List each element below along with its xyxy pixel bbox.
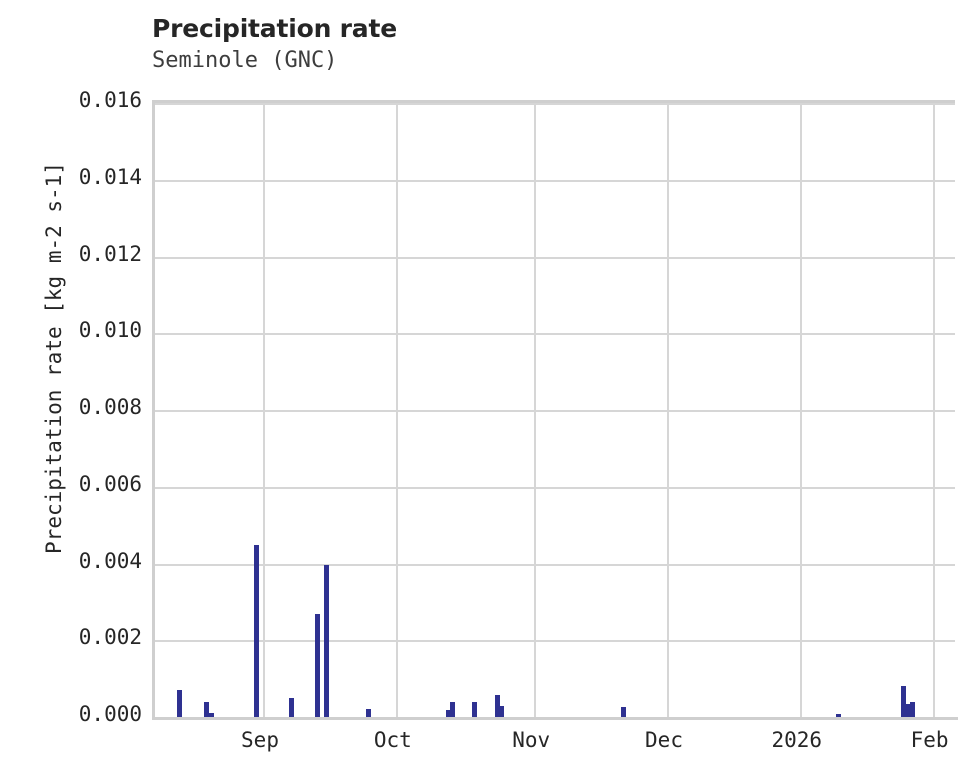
y-axis-tick-label: 0.008 <box>78 395 142 419</box>
gridline-vertical <box>395 103 398 717</box>
bar <box>315 614 320 717</box>
gridline-horizontal <box>155 563 955 566</box>
gridline-horizontal <box>155 179 955 182</box>
x-axis-tick-label: Oct <box>373 728 412 752</box>
bar <box>495 694 500 717</box>
gridline-vertical <box>799 103 802 717</box>
y-axis-tick-label: 0.000 <box>78 702 142 726</box>
x-axis-tick-label: Feb <box>910 728 949 752</box>
bar <box>905 703 911 717</box>
gridline-vertical <box>534 103 537 717</box>
bar <box>323 565 329 717</box>
bar <box>203 701 209 717</box>
bar <box>289 697 295 717</box>
gridline-horizontal <box>155 640 955 643</box>
y-axis-tick-labels: 0.000 0.002 0.004 0.006 0.008 0.010 0.012 0.014… <box>0 0 142 780</box>
bar <box>621 707 627 717</box>
gridline-horizontal <box>155 486 955 489</box>
bar <box>366 709 372 717</box>
x-axis-tick-label: Dec <box>645 728 683 752</box>
y-axis-tick-label: 0.002 <box>78 625 142 650</box>
gridline-vertical <box>263 103 265 717</box>
y-axis-tick-label: 0.004 <box>78 548 142 573</box>
gridline-vertical <box>932 103 935 717</box>
gridline-horizontal <box>155 410 955 412</box>
chart-subtitle: Seminole (GNC) <box>152 48 338 73</box>
gridline-horizontal <box>155 256 955 259</box>
gridline-vertical <box>667 103 669 717</box>
y-axis-tick-label: 0.006 <box>78 471 142 496</box>
x-axis-line <box>152 717 958 720</box>
plot-inner <box>155 103 955 717</box>
gridline-horizontal <box>155 333 955 336</box>
y-axis-tick-label: 0.016 <box>78 88 142 112</box>
gridline-horizontal <box>155 103 955 105</box>
bar <box>446 710 452 717</box>
bar <box>900 685 906 717</box>
x-axis-tick-label: 2026 <box>771 728 823 752</box>
page-title: Precipitation rate <box>152 14 397 43</box>
plot-area <box>152 100 955 717</box>
title-block: Precipitation rate Seminole (GNC) <box>152 14 852 75</box>
y-axis-tick-label: 0.012 <box>78 241 142 266</box>
x-axis-tick-label: Nov <box>512 728 551 752</box>
y-axis-tick-label: 0.010 <box>78 318 142 343</box>
bar <box>450 702 456 717</box>
bar <box>910 701 916 717</box>
bar <box>471 702 477 717</box>
x-axis-tick-label: Sep <box>241 728 279 752</box>
bar <box>209 713 215 717</box>
bar <box>835 713 841 717</box>
bar <box>254 544 260 717</box>
bar <box>176 690 182 717</box>
y-axis-tick-label: 0.014 <box>78 164 142 189</box>
bar <box>499 705 504 717</box>
